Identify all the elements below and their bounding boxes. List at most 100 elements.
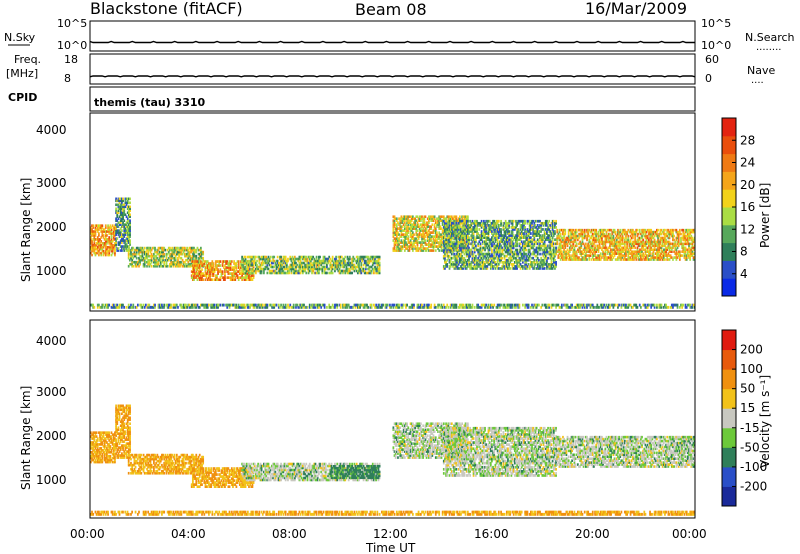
heatmap-cell bbox=[246, 265, 249, 269]
heatmap-cell bbox=[460, 228, 462, 231]
heatmap-cell bbox=[126, 241, 129, 244]
heatmap-cell bbox=[252, 264, 255, 267]
heatmap-cell bbox=[468, 240, 470, 244]
heatmap-cell bbox=[533, 224, 536, 227]
heatmap-cell bbox=[228, 268, 231, 271]
heatmap-cell bbox=[395, 249, 398, 252]
heatmap-cell bbox=[393, 215, 396, 219]
heatmap-cell bbox=[360, 265, 363, 269]
heatmap-cell bbox=[426, 233, 429, 236]
heatmap-cell bbox=[532, 246, 535, 250]
heatmap-cell bbox=[515, 219, 517, 223]
heatmap-cell bbox=[411, 223, 414, 226]
heatmap-cell bbox=[356, 257, 359, 261]
heatmap-cell bbox=[535, 232, 538, 235]
heatmap-cell bbox=[306, 259, 309, 263]
heatmap-cell bbox=[627, 228, 630, 232]
heatmap-cell bbox=[449, 223, 452, 226]
heatmap-cell bbox=[526, 230, 529, 233]
heatmap-cell bbox=[589, 236, 592, 240]
heatmap-cell bbox=[528, 250, 531, 254]
heatmap-cell bbox=[166, 252, 169, 256]
heatmap-cell bbox=[111, 224, 114, 227]
heatmap-cell bbox=[593, 248, 595, 252]
heatmap-cell bbox=[190, 258, 193, 262]
heatmap-cell bbox=[602, 234, 604, 238]
heatmap-cell bbox=[621, 228, 624, 232]
heatmap-cell bbox=[528, 232, 531, 235]
heatmap-cell bbox=[521, 256, 524, 260]
heatmap-cell bbox=[504, 244, 507, 248]
heatmap-cell bbox=[115, 225, 117, 228]
heatmap-cell bbox=[589, 240, 592, 244]
heatmap-cell bbox=[550, 232, 553, 235]
heatmap-cell bbox=[279, 257, 281, 261]
heatmap-cell bbox=[511, 265, 514, 268]
heatmap-cell bbox=[173, 256, 176, 260]
heatmap-cell bbox=[583, 250, 586, 253]
heatmap-cell bbox=[246, 270, 249, 273]
heatmap-cell bbox=[236, 260, 239, 263]
heatmap-cell bbox=[108, 253, 111, 257]
heatmap-cell bbox=[96, 251, 99, 255]
heatmap-cell bbox=[594, 232, 596, 236]
heatmap-cell bbox=[115, 237, 117, 240]
heatmap-cell bbox=[505, 246, 508, 250]
heatmap-cell bbox=[161, 254, 163, 258]
heatmap-cell bbox=[475, 228, 477, 231]
heatmap-cell bbox=[444, 230, 446, 233]
heatmap-cell bbox=[201, 252, 203, 256]
heatmap-cell bbox=[98, 253, 100, 257]
heatmap-cell bbox=[503, 230, 506, 233]
heatmap-cell bbox=[103, 230, 106, 233]
heatmap-cell bbox=[466, 242, 469, 246]
heatmap-cell bbox=[187, 248, 190, 252]
heatmap-cell bbox=[233, 266, 235, 269]
heatmap-cell bbox=[117, 217, 120, 221]
heatmap-cell bbox=[504, 224, 507, 227]
heatmap-cell bbox=[218, 270, 221, 273]
heatmap-cell bbox=[463, 239, 466, 242]
heatmap-cell bbox=[507, 252, 509, 256]
heatmap-cell bbox=[432, 235, 435, 238]
heatmap-cell bbox=[122, 209, 124, 213]
heatmap-cell bbox=[478, 263, 481, 266]
heatmap-cell bbox=[574, 228, 577, 232]
heatmap-cell bbox=[454, 260, 457, 264]
heatmap-cell bbox=[280, 255, 282, 259]
heatmap-cell bbox=[165, 252, 168, 256]
heatmap-cell bbox=[573, 258, 576, 261]
heatmap-cell bbox=[233, 278, 235, 281]
heatmap-cell bbox=[426, 235, 429, 238]
heatmap-cell bbox=[409, 219, 412, 223]
heatmap-cell bbox=[128, 229, 130, 232]
heatmap-cell bbox=[124, 243, 127, 246]
heatmap-cell bbox=[497, 244, 500, 248]
heatmap-cell bbox=[458, 221, 461, 224]
heatmap-cell bbox=[292, 271, 295, 275]
heatmap-cell bbox=[540, 221, 543, 225]
heatmap-cell bbox=[119, 199, 122, 203]
heatmap-cell bbox=[306, 263, 309, 267]
heatmap-cell bbox=[219, 270, 222, 273]
heatmap-cell bbox=[126, 239, 129, 242]
heatmap-cell bbox=[621, 236, 624, 240]
heatmap-cell bbox=[327, 257, 329, 261]
heatmap-cell bbox=[409, 239, 412, 242]
heatmap-cell bbox=[517, 230, 520, 233]
heatmap-cell bbox=[511, 244, 514, 248]
heatmap-cell bbox=[562, 254, 564, 257]
heatmap-cell bbox=[424, 241, 427, 244]
heatmap-cell bbox=[525, 236, 528, 239]
heatmap-cell bbox=[562, 232, 564, 236]
heatmap-cell bbox=[618, 242, 620, 246]
heatmap-cell bbox=[234, 270, 237, 273]
heatmap-cell bbox=[252, 255, 255, 259]
heatmap-cell bbox=[479, 256, 482, 260]
heatmap-cell bbox=[448, 234, 451, 237]
heatmap-cell bbox=[234, 278, 237, 281]
heatmap-cell bbox=[211, 268, 214, 271]
heatmap-cell bbox=[197, 252, 200, 256]
heatmap-cell bbox=[237, 266, 240, 269]
heatmap-cell bbox=[211, 272, 214, 275]
